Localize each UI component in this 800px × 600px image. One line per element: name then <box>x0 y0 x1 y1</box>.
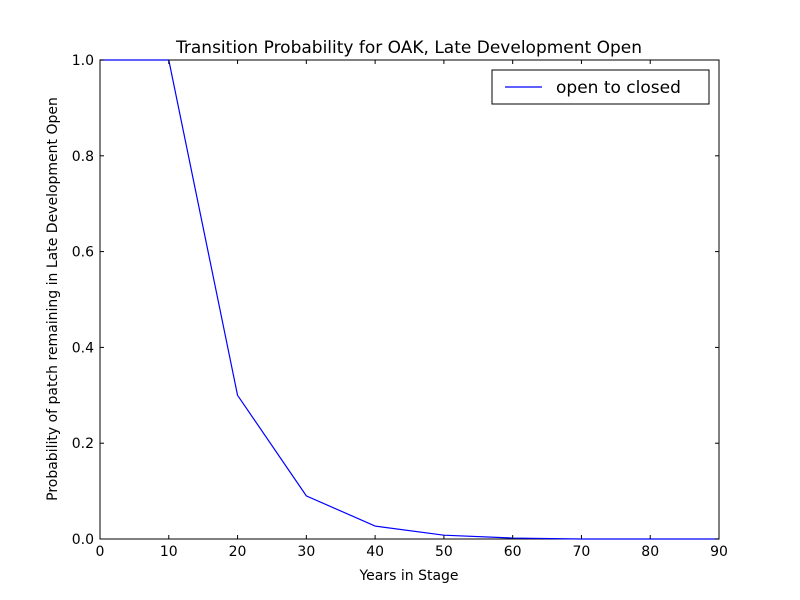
x-tick-label: 30 <box>297 544 315 560</box>
y-tick-label: 1.0 <box>72 53 94 69</box>
y-tick-label: 0.6 <box>72 245 94 261</box>
series-line-0 <box>100 59 719 540</box>
x-tick-label: 50 <box>435 544 453 560</box>
chart-title: Transition Probability for OAK, Late Dev… <box>175 38 642 58</box>
y-tick-label: 0.0 <box>72 532 94 548</box>
x-tick-label: 10 <box>160 544 178 560</box>
y-tick-label: 0.4 <box>72 340 94 356</box>
x-tick-label: 60 <box>504 544 522 560</box>
y-tick-label: 0.2 <box>72 436 94 452</box>
plot-area: 0 10 20 30 40 50 60 70 80 90 0.0 0.2 0.4 0.6 0.8 1.0 ope… <box>72 53 728 560</box>
x-tick-label: 40 <box>366 544 384 560</box>
x-tick-label: 70 <box>573 544 591 560</box>
x-tick-label: 0 <box>96 544 105 560</box>
x-tick-label: 20 <box>229 544 247 560</box>
axes-frame <box>99 59 720 540</box>
y-axis-label: Probability of patch remaining in Late D… <box>45 97 61 501</box>
legend: open to closed <box>491 69 710 105</box>
x-tick-label: 90 <box>710 544 728 560</box>
y-tick-label: 0.8 <box>72 149 94 165</box>
x-axis-label: Years in Stage <box>358 568 458 584</box>
legend-label: open to closed <box>556 78 681 98</box>
x-tick-label: 80 <box>641 544 659 560</box>
